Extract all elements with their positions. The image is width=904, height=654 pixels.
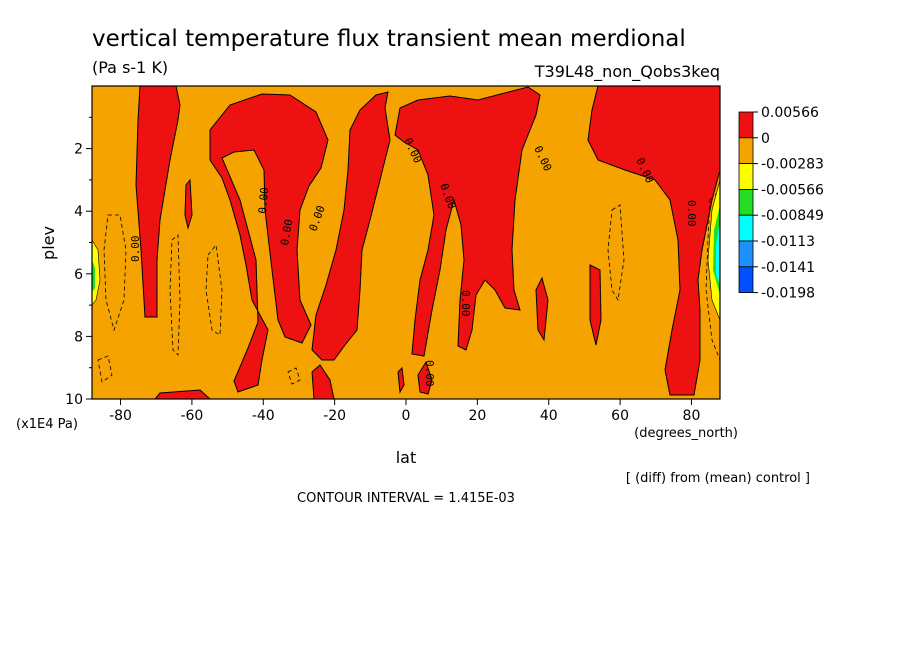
region-lat-33-arch bbox=[209, 93, 329, 393]
y-tick-label: 2 bbox=[74, 142, 83, 158]
contour-label: 0.00 bbox=[423, 360, 436, 387]
region-lat-74-column bbox=[135, 85, 181, 318]
y-axis: 2 4 6 8 10 bbox=[65, 116, 92, 408]
colorbar-swatch bbox=[738, 111, 754, 139]
y-tick-label: 10 bbox=[65, 392, 83, 408]
contour-lat-86 bbox=[97, 355, 113, 383]
edge-strip-right-cyan bbox=[716, 220, 720, 285]
colorbar: 0.00566 0 -0.00283 -0.00566 -0.00849 -0.0113 -… bbox=[738, 105, 824, 302]
colorbar-swatch bbox=[738, 163, 754, 190]
region-lat-62-cell bbox=[184, 178, 193, 230]
contour-label: 0.00 bbox=[256, 187, 271, 215]
region-lat-52-cell bbox=[589, 264, 602, 346]
contour-label: 0.00 bbox=[129, 236, 142, 263]
region-lat-25-arch bbox=[394, 86, 541, 357]
diff-note: [ (diff) from (mean) control ] bbox=[626, 471, 810, 486]
contour-lat-30 bbox=[287, 367, 301, 385]
region-lat-5-bottom bbox=[417, 360, 433, 395]
colorbar-label: -0.0198 bbox=[761, 286, 815, 302]
x-tick-label: 80 bbox=[683, 408, 701, 424]
contour-label: 0.00 bbox=[459, 290, 472, 317]
colorbar-swatch bbox=[738, 240, 754, 268]
y-axis-label: plev bbox=[39, 226, 58, 260]
chart-units: (Pa s-1 K) bbox=[92, 58, 168, 77]
x-axis-units: (degrees_north) bbox=[634, 426, 738, 441]
region-lat-10-plume bbox=[311, 91, 391, 361]
x-tick-label: -20 bbox=[323, 408, 346, 424]
x-tick-label: 40 bbox=[540, 408, 558, 424]
positive-regions bbox=[135, 85, 721, 400]
plot-area: 0.00 0.00 0.00 0.00 0.00 0.00 0.00 0.00 … bbox=[91, 85, 721, 400]
colorbar-swatch bbox=[738, 266, 754, 293]
y-tick-label: 4 bbox=[74, 204, 83, 220]
contour-lat-80 bbox=[103, 214, 127, 332]
x-axis-label: lat bbox=[396, 448, 417, 467]
y-tick-label: 8 bbox=[74, 329, 83, 345]
x-tick-label: -80 bbox=[109, 408, 132, 424]
x-tick-label: 60 bbox=[611, 408, 629, 424]
edge-strip-left-inner bbox=[92, 260, 95, 292]
colorbar-label: 0 bbox=[761, 131, 770, 147]
colorbar-label: -0.0113 bbox=[761, 234, 815, 250]
colorbar-label: -0.00283 bbox=[761, 157, 824, 173]
experiment-label: T39L48_non_Qobs3keq bbox=[534, 62, 720, 82]
x-tick-label: 20 bbox=[468, 408, 486, 424]
contour-lat-70 bbox=[169, 234, 181, 356]
colorbar-swatch bbox=[738, 188, 754, 216]
region-lat-37-bottom bbox=[311, 364, 335, 400]
contour-label: 0.00 bbox=[278, 218, 295, 246]
colorbar-label: -0.0141 bbox=[761, 260, 815, 276]
contour-interval: CONTOUR INTERVAL = 1.415E-03 bbox=[297, 491, 515, 506]
colorbar-swatch bbox=[738, 214, 754, 242]
y-axis-units: (x1E4 Pa) bbox=[16, 417, 78, 432]
x-axis: -80 -60 -40 -20 0 20 40 60 80 bbox=[109, 399, 700, 424]
colorbar-label: -0.00849 bbox=[761, 208, 824, 224]
region-lat-75-column bbox=[587, 85, 721, 396]
colorbar-label: 0.00566 bbox=[761, 105, 819, 121]
colorbar-label: -0.00566 bbox=[761, 182, 824, 198]
contour-lat-62 bbox=[607, 204, 625, 302]
x-tick-label: -40 bbox=[252, 408, 275, 424]
chart-title: vertical temperature flux transient mean… bbox=[92, 26, 686, 52]
contour-label: 0.00 bbox=[685, 200, 698, 227]
colorbar-swatch bbox=[738, 137, 754, 165]
y-tick-label: 6 bbox=[74, 267, 83, 283]
region-lat-0-cell bbox=[397, 366, 405, 394]
x-tick-label: -60 bbox=[180, 408, 203, 424]
x-tick-label: 0 bbox=[402, 408, 411, 424]
region-lat-37-cell bbox=[535, 276, 549, 342]
